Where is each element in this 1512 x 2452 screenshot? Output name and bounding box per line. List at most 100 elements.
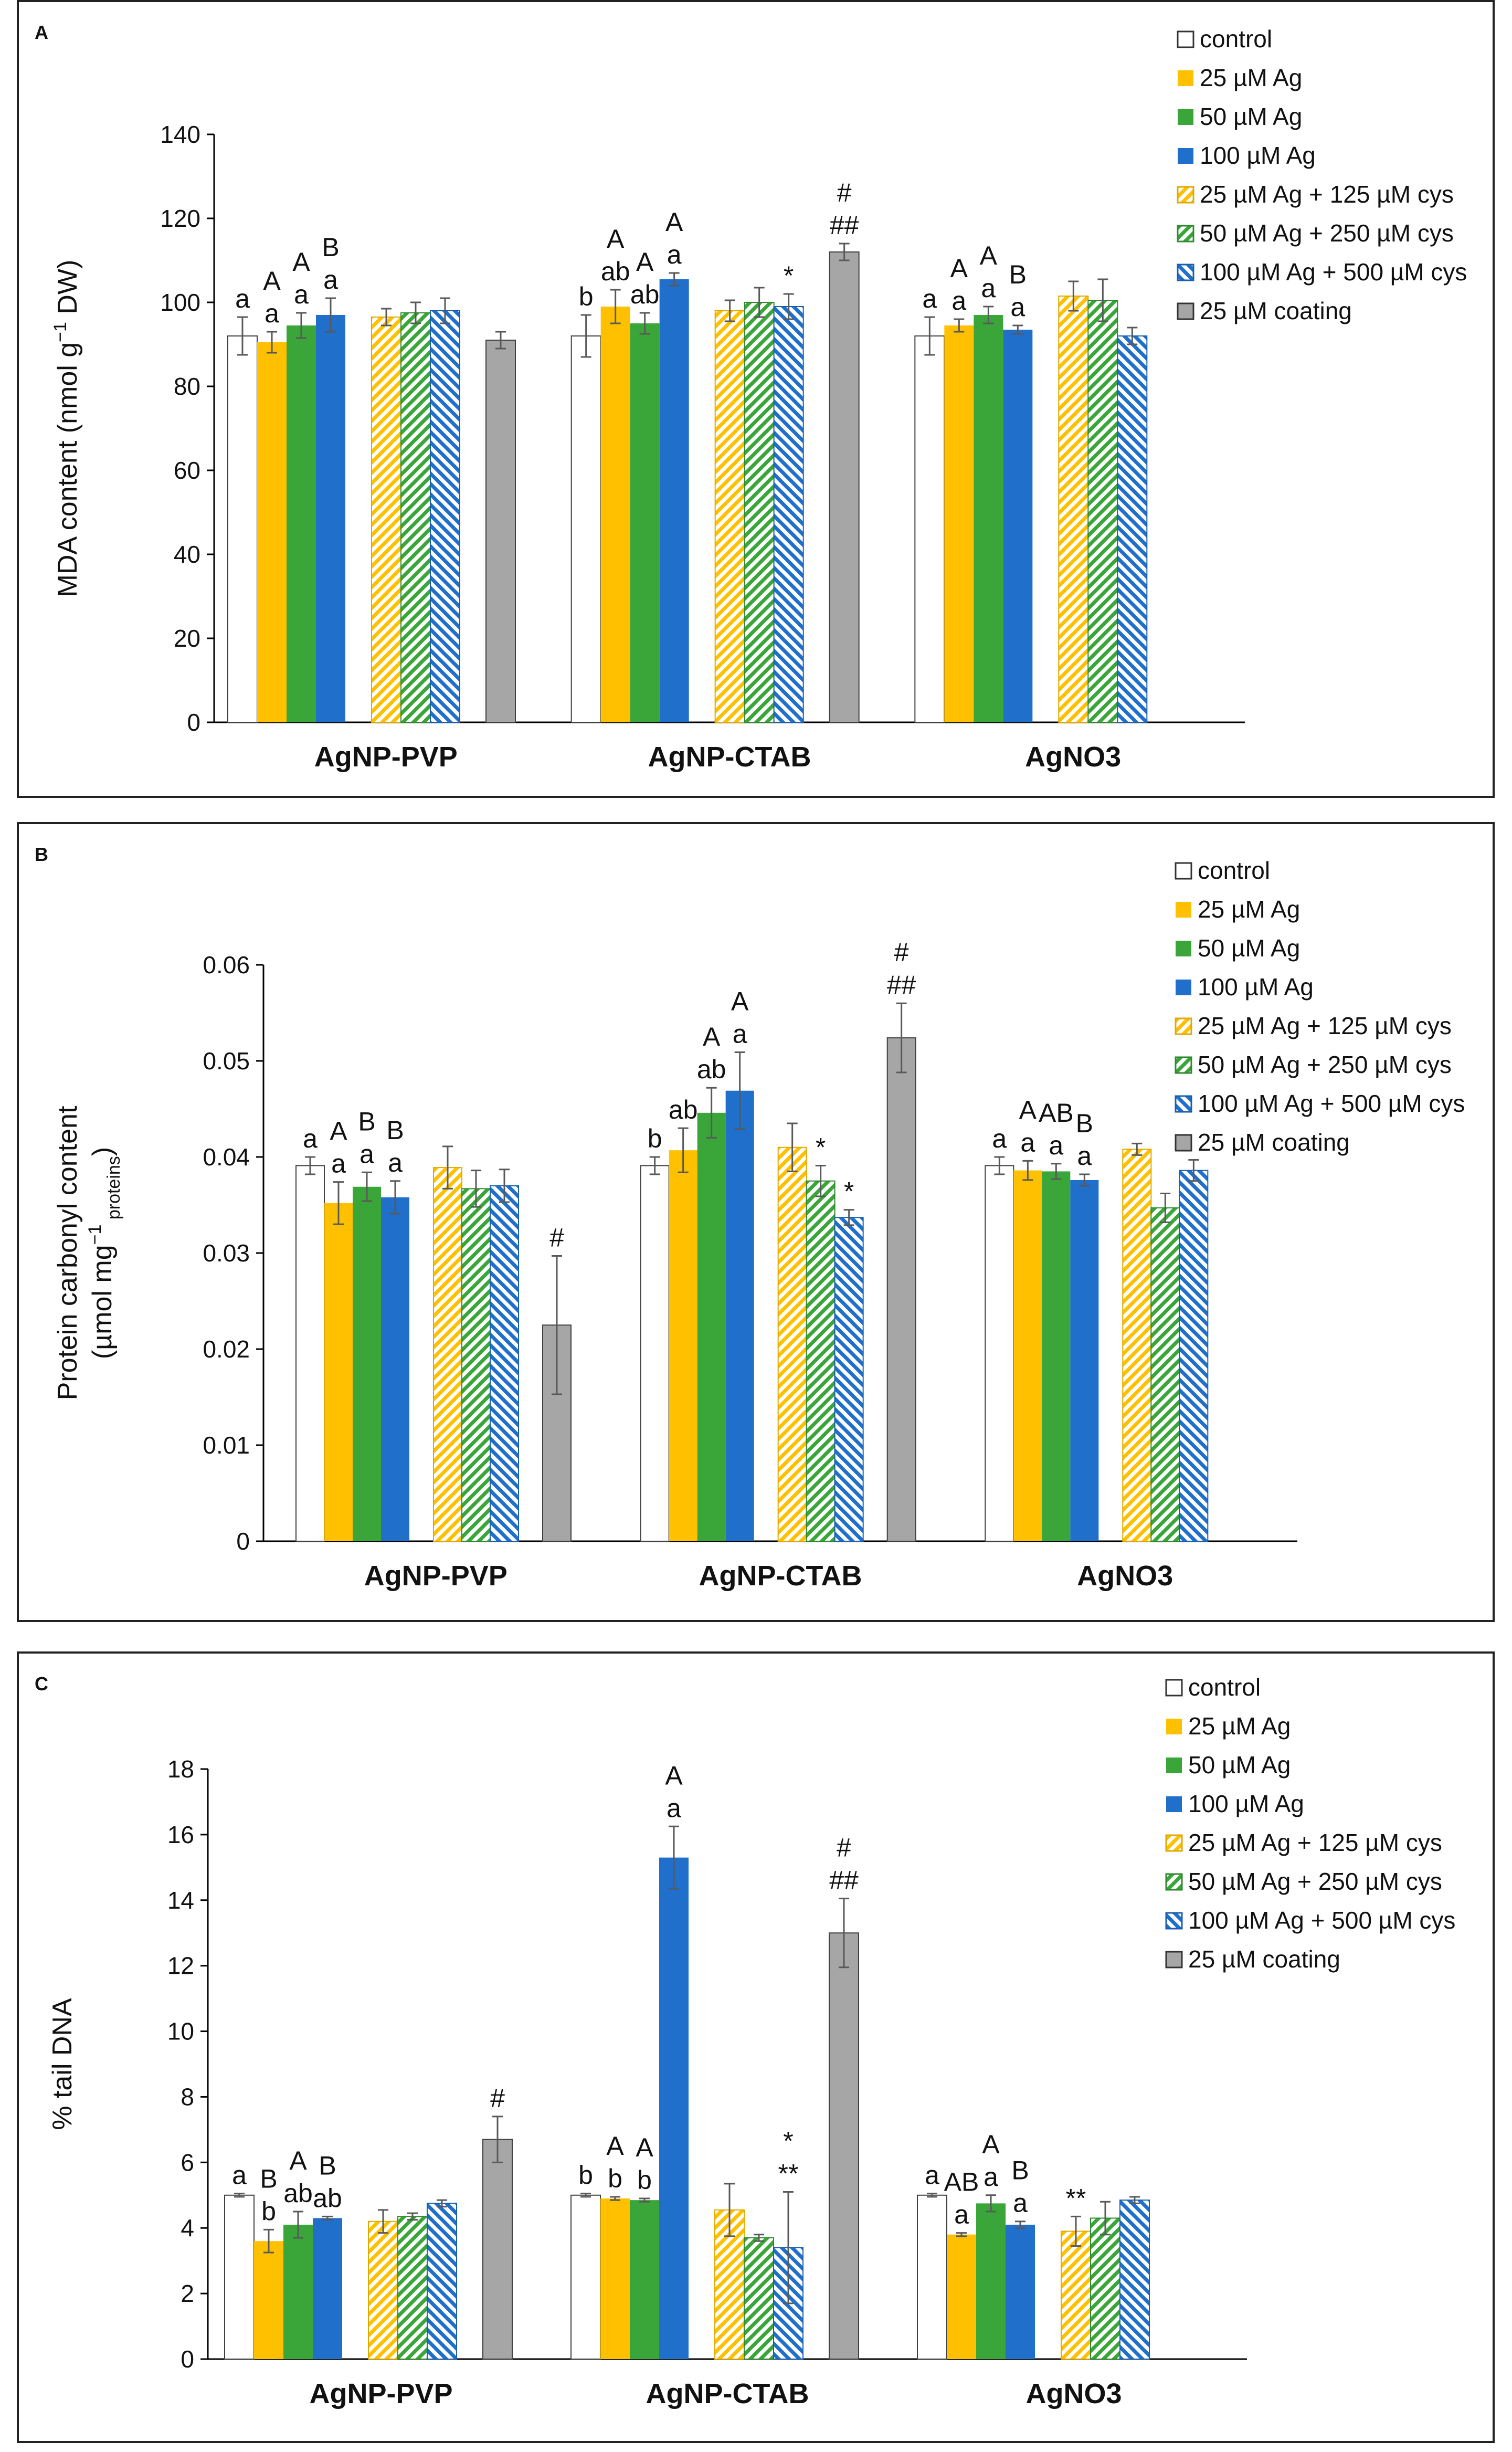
y-tick-label: 0.03 xyxy=(203,1239,250,1267)
x-category-label: AgNP-CTAB xyxy=(699,1560,862,1592)
y-axis-label-line2: (µmol mg xyxy=(87,1245,118,1359)
legend-label: control xyxy=(1200,25,1272,52)
legend-label: 25 µM coating xyxy=(1200,297,1352,324)
significance-label: A xyxy=(607,224,625,254)
y-tick-label: 0.06 xyxy=(203,951,250,978)
x-category-label: AgNP-CTAB xyxy=(648,741,811,773)
significance-label: a xyxy=(265,299,279,328)
y-tick-label: 14 xyxy=(167,1887,194,1914)
bar-agnp-ctab-ag50 xyxy=(630,2200,659,2359)
y-axis-label-sup: −1 xyxy=(50,322,70,342)
legend-swatch xyxy=(1166,1719,1182,1734)
x-category-label: AgNO3 xyxy=(1025,2378,1122,2409)
y-axis-label-sub: proteins xyxy=(104,1156,124,1224)
legend-label: 50 µM Ag xyxy=(1200,103,1302,130)
bar-agno3-ag50 xyxy=(976,2203,1006,2359)
legend-swatch xyxy=(1176,1096,1191,1112)
significance-label: a xyxy=(1013,2188,1028,2218)
significance-label: ## xyxy=(887,970,916,999)
bar-agno3-ag100 xyxy=(1070,1180,1098,1541)
legend-swatch xyxy=(1178,303,1193,319)
significance-label: a xyxy=(667,240,682,269)
significance-label: ** xyxy=(778,2159,799,2188)
bar-agnp-ctab-cys50 xyxy=(745,302,774,722)
bar-agnp-pvp-cys100 xyxy=(490,1186,519,1541)
bar-agnp-ctab-ag25 xyxy=(669,1150,697,1541)
bar-agno3-cys100 xyxy=(1179,1171,1208,1541)
bar-agno3-cys100 xyxy=(1117,336,1147,722)
bar-agnp-ctab-ag100 xyxy=(659,1858,689,2359)
bar-agnp-ctab-cys25 xyxy=(715,311,745,722)
significance-label: a xyxy=(992,1124,1007,1153)
panel-letter: C xyxy=(35,1673,48,1695)
significance-label: a xyxy=(235,284,250,313)
bar-agnp-pvp-ag100 xyxy=(316,315,345,722)
chart-a: A 0 20 40 60 80 100 120 140 MDA content (nmol g−1… xyxy=(19,2,1493,796)
legend-swatch xyxy=(1176,941,1191,956)
significance-label: A xyxy=(606,2131,624,2161)
significance-label: a xyxy=(303,1124,318,1153)
bar-agno3-cys50 xyxy=(1091,2218,1120,2359)
y-tick-label: 6 xyxy=(181,2149,194,2176)
bar-agnp-ctab-coating xyxy=(887,1038,916,1541)
significance-label: a xyxy=(951,286,966,315)
bar-agno3-cys25 xyxy=(1061,2231,1091,2359)
significance-label: a xyxy=(232,2161,247,2190)
legend-swatch xyxy=(1178,265,1193,280)
bar-agnp-ctab-control xyxy=(641,1165,669,1541)
y-axis-label: % tail DNA xyxy=(47,1998,78,2130)
legend-swatch xyxy=(1176,863,1191,879)
bar-agno3-cys25 xyxy=(1123,1149,1151,1541)
significance-label: b xyxy=(578,2161,593,2190)
x-category-label: AgNP-PVP xyxy=(314,741,458,773)
y-tick-label: 0.05 xyxy=(203,1047,250,1075)
significance-label: ab xyxy=(669,1095,698,1124)
bar-agno3-control xyxy=(915,336,944,722)
legend-label: 25 µM Ag + 125 µM cys xyxy=(1200,181,1454,208)
bar-agnp-ctab-control xyxy=(571,2195,600,2359)
y-tick-label: 4 xyxy=(181,2214,194,2241)
significance-label: a xyxy=(388,1148,403,1177)
x-category-label: AgNP-PVP xyxy=(364,1560,507,1592)
y-tick-label: 120 xyxy=(160,205,200,232)
significance-label: A xyxy=(636,2133,653,2162)
y-tick-label: 10 xyxy=(167,2018,194,2045)
significance-label: # xyxy=(837,1833,851,1862)
bar-agnp-ctab-cys50 xyxy=(807,1181,835,1541)
significance-label: AB xyxy=(1039,1098,1074,1128)
bar-agno3-ag100 xyxy=(1006,2225,1035,2359)
bar-agno3-ag25 xyxy=(947,2235,976,2359)
significance-label: a xyxy=(984,2162,998,2192)
significance-label: * xyxy=(784,261,794,290)
y-tick-label: 0.02 xyxy=(203,1335,250,1363)
significance-label: # xyxy=(894,938,909,967)
bar-agno3-ag25 xyxy=(1013,1171,1042,1541)
significance-label: a xyxy=(1010,292,1025,322)
significance-label: a xyxy=(1077,1141,1092,1171)
significance-label: a xyxy=(922,284,937,313)
significance-label: a xyxy=(331,1149,346,1178)
legend-swatch xyxy=(1178,226,1193,241)
bar-agno3-ag50 xyxy=(1042,1171,1070,1541)
bar-agnp-pvp-control xyxy=(225,2195,254,2359)
significance-label: A xyxy=(665,1761,683,1790)
y-tick-label: 100 xyxy=(160,289,200,316)
significance-label: A xyxy=(263,266,281,296)
x-category-label: AgNO3 xyxy=(1077,1560,1173,1592)
significance-label: a xyxy=(667,1793,681,1823)
bar-agnp-ctab-ag25 xyxy=(601,307,630,722)
y-tick-label: 8 xyxy=(181,2083,194,2110)
panel-a: A 0 20 40 60 80 100 120 140 MDA content (nmol g−1… xyxy=(17,0,1495,798)
legend-label: 25 µM Ag xyxy=(1198,896,1300,923)
significance-label: A xyxy=(1019,1095,1037,1124)
y-tick-label: 16 xyxy=(167,1821,194,1848)
significance-label: ab xyxy=(601,257,630,286)
bar-agnp-pvp-cys50 xyxy=(398,2216,427,2359)
legend-label: 100 µM Ag xyxy=(1200,142,1316,169)
significance-label: A xyxy=(950,254,968,283)
significance-label: b xyxy=(637,2165,652,2195)
x-category-label: AgNP-PVP xyxy=(309,2378,452,2409)
bar-agnp-ctab-coating xyxy=(830,252,859,722)
significance-label: B xyxy=(319,2151,336,2180)
